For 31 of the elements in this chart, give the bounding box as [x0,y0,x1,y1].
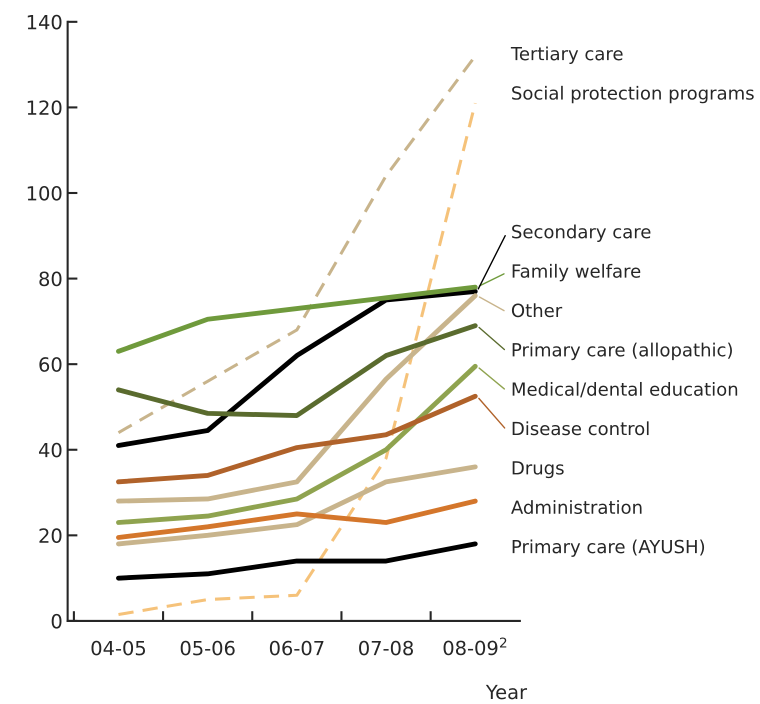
x-axis-title: Year [486,684,528,700]
line-series [116,288,478,448]
text: Disease control [512,421,649,436]
y-tick-label: 100 [28,186,62,201]
y-tick-label: 20 [39,528,62,544]
x-tick-label: 05-06 [180,640,235,656]
legend-label: Other [512,303,562,318]
legend-label: Family welfare [512,264,640,282]
text: Drugs [512,461,564,478]
series-label: Tertiary care [510,46,623,64]
line-series [116,102,477,616]
text: Social protection programs [512,86,754,104]
y-tick-label: 0 [52,614,62,629]
line-series [116,464,478,546]
x-tick-label: 04-05 [92,640,146,656]
y-tick-label: 140 [28,14,62,30]
legend-label: Medical/dental education [512,382,738,398]
text: Primary care (AYUSH) [512,539,704,557]
series-label: Administration [511,500,642,514]
line-series [116,284,478,354]
y-tick-label: 60 [39,357,62,372]
x-tick-label: 08-09$^{2}$ [444,637,506,656]
y-tick-label: 40 [38,442,62,458]
x-tick-label: 07-08 [359,640,413,656]
y-tick-label: 80 [39,272,62,286]
text: Primary care (allopathic) [512,342,732,360]
y-tick-label: 120 [28,100,62,116]
text: Secondary care [512,224,650,242]
line-series [116,541,478,581]
x-tick-label: 06-07 [270,640,324,656]
line-series [116,498,478,540]
